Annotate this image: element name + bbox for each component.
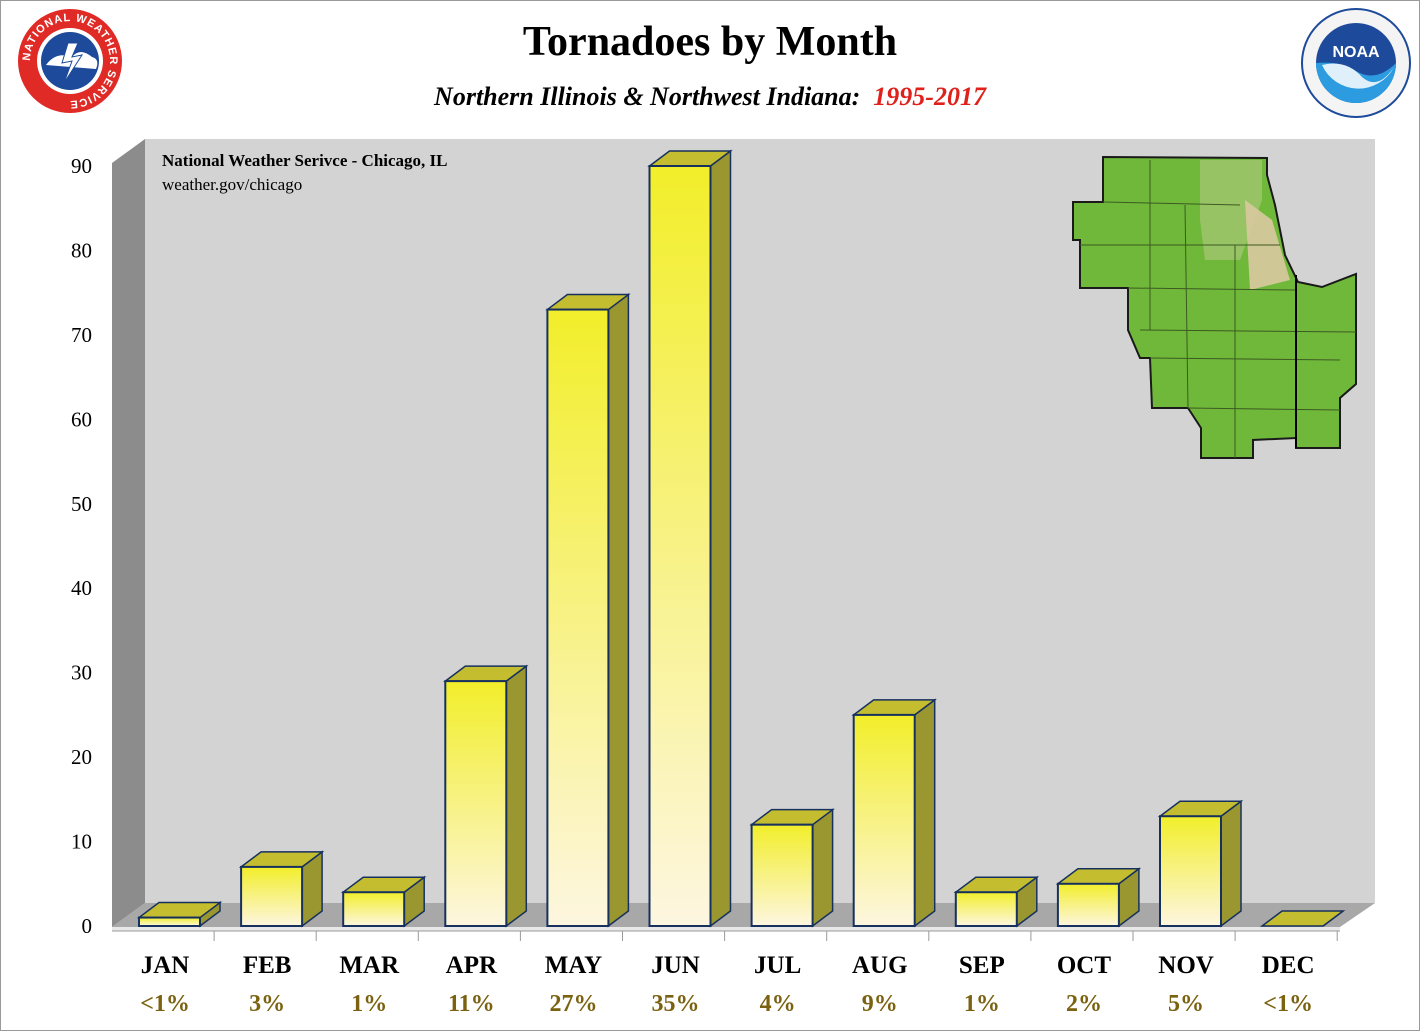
y-tick-label: 30	[71, 661, 92, 685]
bar-sep	[953, 875, 1040, 928]
bar-side	[709, 149, 732, 928]
bar-jun	[647, 149, 733, 928]
percent-label-dec: <1%	[1263, 991, 1313, 1017]
percent-label-nov: 5%	[1168, 991, 1204, 1017]
x-label-mar: MAR	[339, 952, 400, 979]
bar-may	[545, 293, 631, 928]
y-axis: 0 10 20 30 40 50 60 70 80 90	[71, 154, 92, 938]
bar-front	[750, 823, 814, 928]
percent-label-mar: 1%	[351, 991, 387, 1017]
region-map-icon	[1072, 155, 1357, 459]
x-label-jul: JUL	[754, 952, 801, 979]
percent-label-jul: 4%	[760, 991, 796, 1017]
bar-front	[954, 891, 1018, 928]
chart-title: Tornadoes by Month	[522, 19, 898, 65]
y-tick-label: 0	[82, 914, 93, 938]
bar-front	[1159, 815, 1222, 928]
percent-labels: <1% 3% 1% 11% 27% 35% 4% 9% 1% 2% 5% <1%	[140, 991, 1313, 1017]
percent-label-jun: 35%	[652, 991, 700, 1017]
bar-front	[1056, 882, 1120, 927]
y-tick-label: 60	[71, 407, 92, 431]
percent-label-jan: <1%	[140, 991, 190, 1017]
subtitle-years: 1995-2017	[873, 82, 986, 111]
percent-label-may: 27%	[549, 991, 597, 1017]
bar-top	[1259, 910, 1346, 927]
bar-dec	[1259, 910, 1346, 927]
nws-logo-icon: NATIONAL WEATHER SERVICE	[18, 9, 122, 113]
bar-front	[444, 680, 508, 927]
y-tick-label: 10	[71, 830, 92, 854]
x-label-sep: SEP	[959, 952, 1005, 979]
y-tick-label: 20	[71, 745, 92, 769]
y-tick-label: 80	[71, 238, 92, 262]
noaa-logo-icon: NOAA	[1301, 8, 1411, 118]
bars	[136, 149, 1346, 928]
bar-front	[546, 308, 610, 927]
percent-label-sep: 1%	[964, 991, 1000, 1017]
bar-jul	[749, 808, 835, 928]
bar-front	[138, 916, 201, 927]
bar-side	[607, 293, 630, 928]
chart-left-wall	[112, 139, 145, 927]
x-label-aug: AUG	[852, 952, 908, 979]
x-label-jan: JAN	[141, 952, 190, 979]
y-tick-label: 70	[71, 323, 92, 347]
bar-mar	[340, 875, 427, 928]
bar-oct	[1055, 867, 1142, 928]
bar-side	[1220, 799, 1242, 928]
percent-label-apr: 11%	[448, 991, 495, 1017]
bar-feb	[238, 850, 325, 928]
x-axis-labels: JAN FEB MAR APR MAY JUN JUL AUG SEP OCT NOV DEC	[141, 931, 1338, 979]
percent-label-feb: 3%	[249, 991, 285, 1017]
bar-side	[811, 808, 834, 928]
percent-label-oct: 2%	[1066, 991, 1102, 1017]
chart-subtitle: Northern Illinois & Northwest Indiana: 1…	[0, 82, 1420, 112]
bar-jan	[136, 901, 223, 928]
percent-label-aug: 9%	[862, 991, 898, 1017]
y-tick-label: 90	[71, 154, 92, 178]
bar-aug	[851, 698, 937, 928]
subtitle-region: Northern Illinois & Northwest Indiana:	[434, 82, 861, 111]
x-label-may: MAY	[545, 952, 602, 979]
bar-front	[240, 865, 304, 928]
credit-line-1: National Weather Serivce - Chicago, IL	[162, 151, 448, 170]
bar-nov	[1157, 799, 1244, 928]
x-label-apr: APR	[446, 952, 498, 979]
x-label-oct: OCT	[1057, 952, 1112, 979]
x-label-jun: JUN	[651, 952, 700, 979]
bar-front	[648, 165, 712, 927]
y-tick-label: 40	[71, 576, 92, 600]
bar-side	[913, 698, 936, 928]
svg-text:NOAA: NOAA	[1332, 44, 1380, 61]
bar-front	[342, 891, 406, 928]
credit-line-2: weather.gov/chicago	[162, 175, 302, 194]
x-label-dec: DEC	[1262, 952, 1315, 979]
bar-side	[505, 664, 528, 928]
x-label-feb: FEB	[243, 952, 292, 979]
y-tick-label: 50	[71, 492, 92, 516]
x-label-nov: NOV	[1158, 952, 1214, 979]
bar-front	[852, 713, 916, 928]
bar-apr	[443, 664, 529, 928]
